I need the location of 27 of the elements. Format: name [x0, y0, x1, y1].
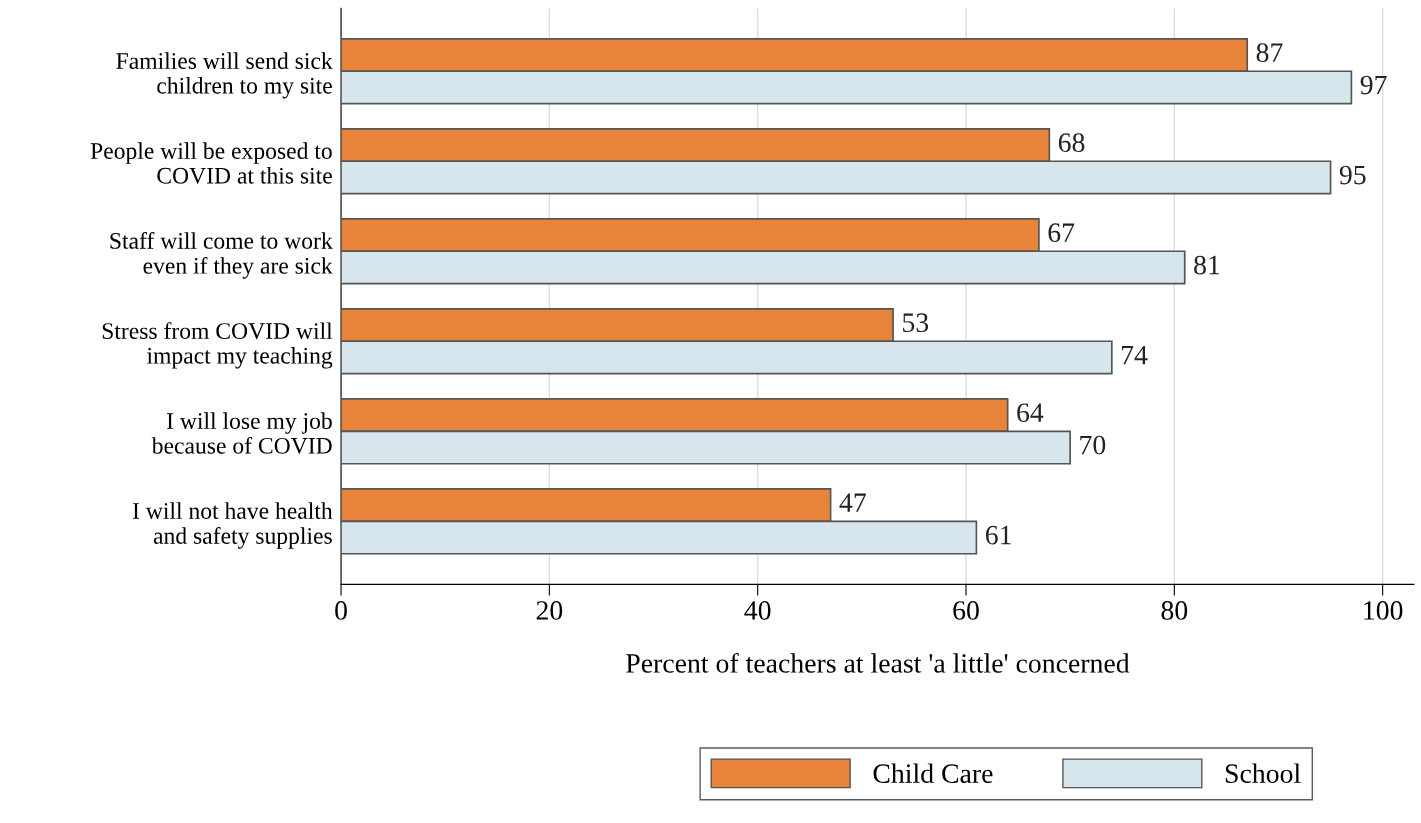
x-tick-label: 60	[953, 601, 979, 620]
data-label: 87	[1256, 43, 1283, 62]
data-label: 95	[1339, 165, 1366, 185]
legend-label: Child Care	[873, 763, 993, 783]
data-label: 64	[1017, 403, 1044, 423]
y-tick-label: People will be exposed to COVID at this site	[90, 142, 332, 184]
x-tick-label: 80	[1161, 601, 1188, 620]
data-label: 97	[1360, 75, 1387, 95]
data-label: 53	[903, 313, 929, 333]
y-tick-label: Stress from COVID will impact my teaching	[102, 322, 333, 369]
data-label: 81	[1194, 255, 1220, 275]
data-label: 68	[1058, 133, 1085, 153]
y-tick-label: I will lose my job because of COVID	[151, 412, 332, 454]
data-label: 74	[1121, 345, 1148, 365]
data-label: 70	[1080, 435, 1106, 455]
x-tick-label: 0	[335, 601, 347, 620]
y-tick-label: I will not have health and safety supplies	[132, 502, 333, 549]
data-label: 61	[985, 525, 1011, 545]
x-tick-label: 40	[744, 601, 771, 620]
x-tick-label: 20	[536, 601, 563, 620]
legend-label: School	[1225, 763, 1301, 783]
y-tick-label: Staff will come to work even if they are sick	[110, 232, 333, 279]
data-label: 47	[839, 493, 866, 512]
y-tick-label: Families will send sick children to my site	[116, 52, 333, 99]
data-label: 67	[1048, 223, 1075, 243]
x-axis-title: Percent of teachers at least 'a little' concerned	[626, 652, 1130, 673]
x-tick-label: 100	[1364, 601, 1403, 620]
